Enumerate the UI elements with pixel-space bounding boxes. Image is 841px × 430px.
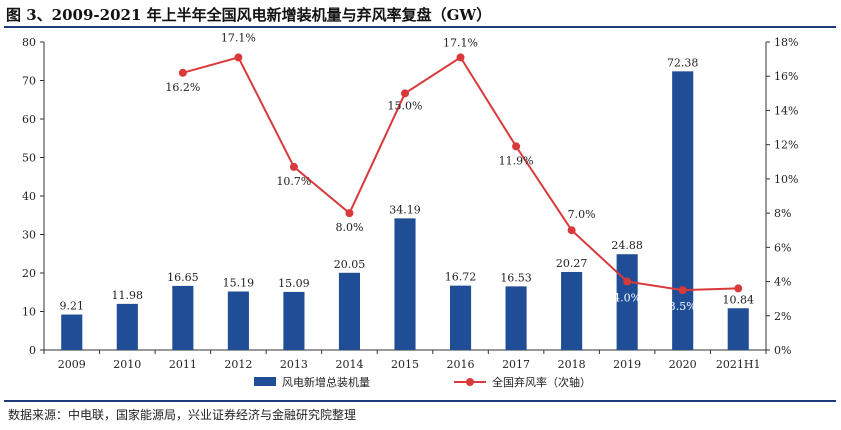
line-point [512,142,521,151]
line-point [456,53,465,62]
line-point [234,53,243,62]
line-value-label: 17.1% [221,31,256,44]
line-point [734,284,743,293]
x-tick-label: 2021H1 [716,358,761,371]
line-point [567,226,576,235]
y-right-tick-label: 12% [774,139,798,152]
y-right-tick-label: 14% [774,104,798,117]
bar-value-label: 9.21 [60,300,85,313]
x-tick-label: 2017 [502,358,530,371]
line-value-label: 7.0% [568,208,596,221]
bar-value-label: 16.72 [445,271,477,284]
x-tick-label: 2018 [558,358,586,371]
line-point [401,89,409,98]
x-tick-label: 2011 [169,358,197,371]
y-left-tick-label: 60 [22,113,36,126]
y-right-tick-label: 2% [774,310,791,323]
y-right-tick-label: 4% [774,276,791,289]
bar-value-label: 11.98 [112,289,144,302]
y-right-tick-label: 0% [774,344,791,357]
line-point [178,68,187,77]
combo-chart: 0 10 20 30 40 50 60 70 80 0% 2% 4% 6% 8% 10% 12% 14% 16% 1… [22,31,798,389]
bar-value-label: 16.65 [167,271,199,284]
bar-value-label: 15.09 [278,277,310,290]
line-series [182,56,739,292]
line-value-label: 3.5% [669,300,697,313]
bar-value-label: 72.38 [667,56,699,69]
bar [727,308,749,350]
bar [672,71,694,350]
bar [116,303,138,350]
y-right-tick-label: 18% [774,36,798,49]
bar [61,314,83,350]
y-right-tick-label: 6% [774,241,791,254]
bar-value-label: 20.27 [556,257,588,270]
legend-bar-label: 风电新增总装机量 [282,375,370,389]
x-tick-label: 2012 [224,358,252,371]
legend-line-label: 全国弃风率（次轴） [492,375,591,389]
x-tick-label: 2019 [613,358,641,371]
chart-title: 图 3、2009-2021 年上半年全国风电新增装机量与弃风率复盘（GW） [6,6,492,24]
y-right-tick-label: 8% [774,207,791,220]
y-left-tick-label: 40 [22,190,36,203]
line-value-label: 4.0% [613,292,641,305]
x-tick-label: 2015 [391,358,419,371]
line-value-label: 15.0% [388,99,423,112]
source-note: 数据来源：中电联，国家能源局，兴业证券经济与金融研究院整理 [8,408,357,422]
bar [338,272,361,350]
y-left-tick-label: 20 [22,267,36,280]
y-left-tick-label: 50 [22,152,36,165]
bar [283,291,305,350]
line-value-label: 16.2% [165,81,200,94]
bar [172,285,194,350]
bar [561,271,583,350]
bar [227,291,249,350]
line-point [345,209,354,218]
bar [449,285,472,350]
y-left-tick-label: 30 [22,229,36,242]
x-tick-label: 2014 [335,358,363,371]
line-value-label: 8.0% [335,221,363,234]
y-right-tick-label: 16% [774,70,798,83]
x-tick-label: 2016 [447,358,475,371]
legend-line-marker [466,378,474,386]
x-tick-label: 2009 [58,358,86,371]
line-value-label: 11.9% [499,154,534,167]
bar-value-label: 34.19 [389,203,421,216]
y-right-tick-label: 10% [774,173,798,186]
bar [394,218,416,350]
bar-value-label: 16.53 [500,271,532,284]
line-point [289,162,298,171]
x-tick-label: 2010 [113,358,141,371]
bar-value-label: 20.05 [334,258,366,271]
bar [616,254,638,350]
line-value-label: 10.7% [276,175,311,188]
bar-value-label: 10.84 [722,293,754,306]
x-tick-label: 2020 [669,358,697,371]
legend-bar-swatch [254,377,276,386]
x-tick-label: 2013 [280,358,308,371]
y-left-tick-label: 10 [22,306,36,319]
bar-value-label: 24.88 [611,239,643,252]
title-rule [4,26,836,28]
y-left-tick-label: 0 [29,344,36,357]
bar [505,286,527,350]
line-value-label: 17.1% [443,36,478,49]
y-left-tick-label: 70 [22,75,36,88]
y-left-tick-label: 80 [22,36,36,49]
line-point [678,286,687,295]
source-rule [4,400,836,402]
line-point [623,277,632,286]
bar-value-label: 15.19 [223,277,255,290]
